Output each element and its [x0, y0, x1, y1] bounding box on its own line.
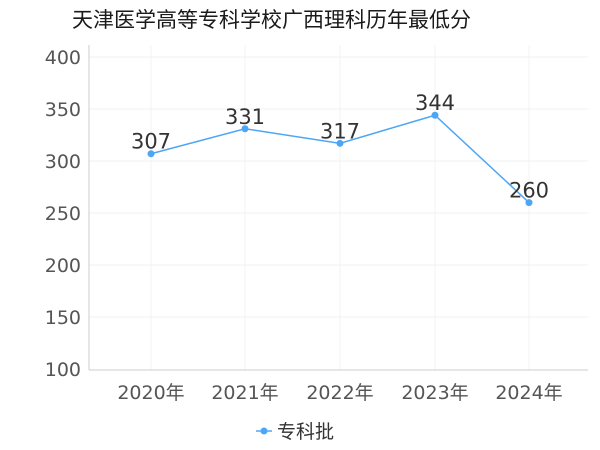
y-tick-label: 100: [45, 359, 81, 381]
x-tick-label: 2021年: [211, 382, 278, 404]
y-tick-label: 400: [45, 47, 81, 69]
x-tick-labels: 2020年 2021年 2022年 2023年 2024年: [117, 382, 562, 404]
x-tick-label: 2023年: [401, 382, 468, 404]
y-tick-labels: 100 150 200 250 300 350 400: [45, 47, 81, 381]
data-point[interactable]: [241, 125, 249, 133]
data-point[interactable]: [336, 139, 344, 147]
x-tick-label: 2024年: [495, 382, 562, 404]
legend[interactable]: 专科批: [256, 421, 334, 443]
chart-title: 天津医学高等专科学校广西理科历年最低分: [72, 8, 471, 32]
data-point[interactable]: [147, 150, 155, 158]
data-point[interactable]: [431, 111, 439, 119]
data-label: 344: [415, 91, 455, 115]
data-label: 317: [320, 119, 360, 143]
axes: [88, 45, 588, 371]
grid-lines: [89, 45, 588, 370]
series: 307 331 317 344 260: [131, 91, 549, 207]
data-label: 331: [225, 105, 265, 129]
x-tick-label: 2020年: [117, 382, 184, 404]
data-label: 307: [131, 130, 171, 154]
legend-dot-marker: [260, 427, 268, 435]
data-point[interactable]: [525, 199, 533, 207]
y-tick-label: 150: [45, 307, 81, 329]
y-tick-label: 200: [45, 255, 81, 277]
x-tick-label: 2022年: [306, 382, 373, 404]
y-tick-label: 350: [45, 99, 81, 121]
y-tick-label: 250: [45, 203, 81, 225]
legend-label: 专科批: [277, 421, 334, 443]
data-label: 260: [509, 179, 549, 203]
y-tick-label: 300: [45, 151, 81, 173]
